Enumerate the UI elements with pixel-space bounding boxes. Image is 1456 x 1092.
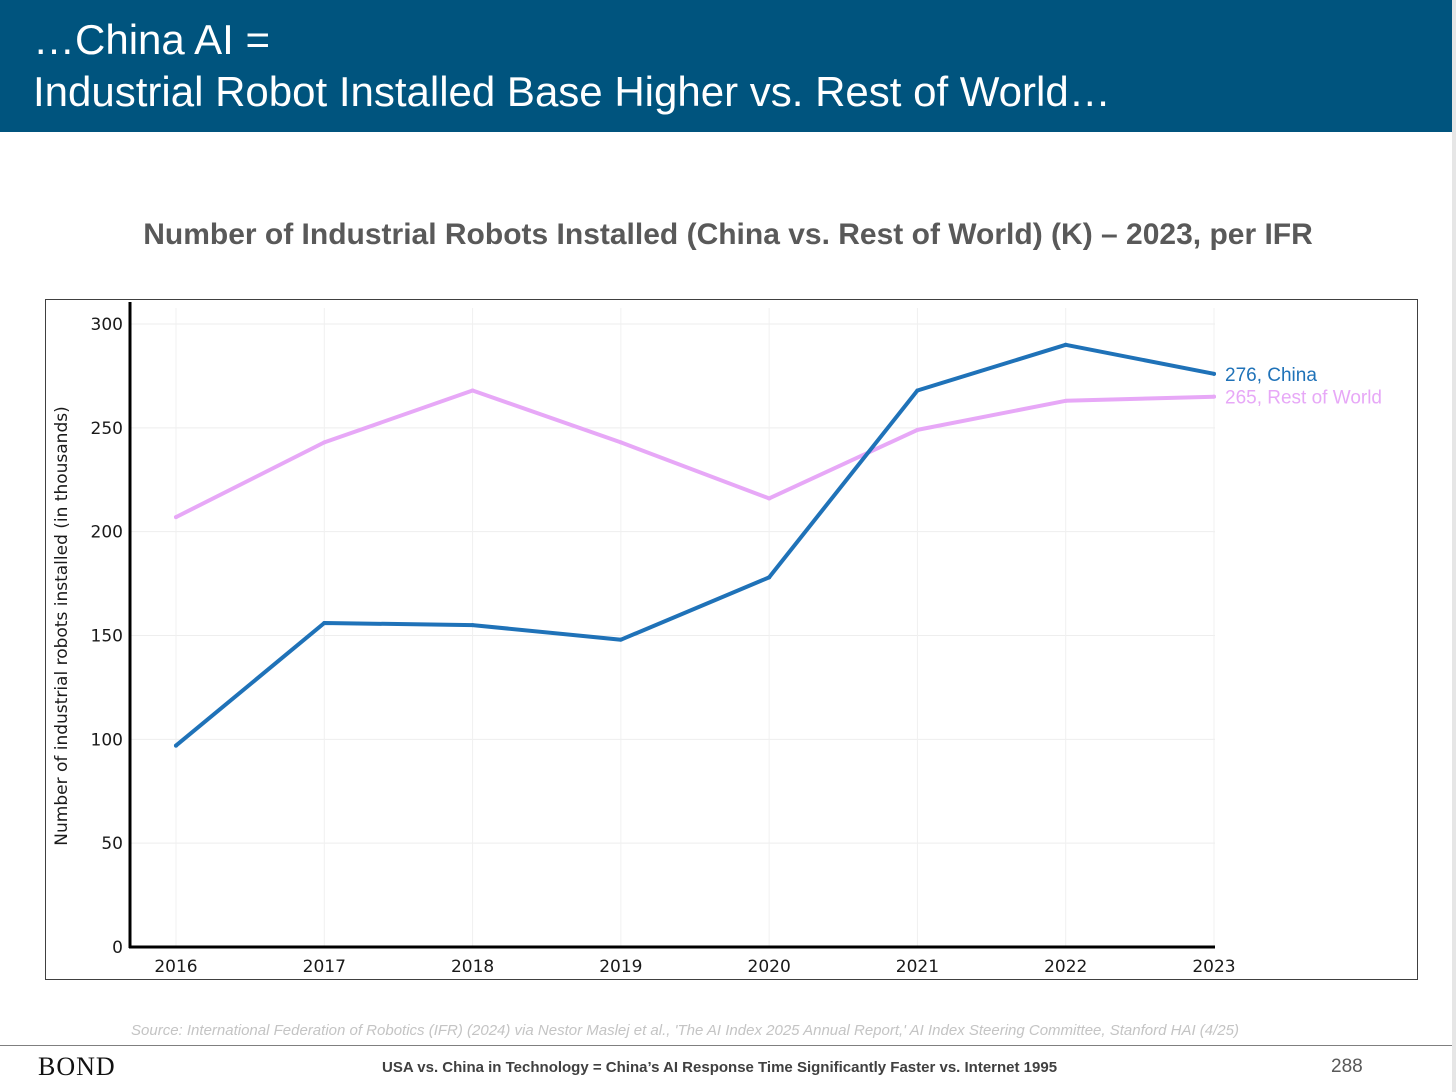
data-point-rest-of-world-2023 <box>1212 394 1216 399</box>
data-point-rest-of-world-2022 <box>1063 398 1068 403</box>
x-tick-label-2021: 2021 <box>896 957 939 977</box>
y-tick-label-300: 300 <box>91 315 123 335</box>
x-tick-label-2019: 2019 <box>599 957 642 977</box>
bond-logo: BOND <box>38 1052 116 1081</box>
data-point-china-2016 <box>174 743 178 748</box>
x-tick-label-2022: 2022 <box>1044 957 1087 977</box>
page-number: 288 <box>1331 1056 1363 1077</box>
y-tick-label-50: 50 <box>101 834 123 854</box>
data-point-rest-of-world-2016 <box>174 515 178 520</box>
x-tick-label-2018: 2018 <box>451 957 494 977</box>
data-point-rest-of-world-2021 <box>915 427 920 432</box>
footer-divider <box>0 1045 1452 1046</box>
series-line-rest-of-world <box>174 388 1216 520</box>
data-point-china-2021 <box>915 388 920 393</box>
slide-title-line-2: Industrial Robot Installed Base Higher v… <box>33 68 1111 115</box>
data-point-china-2022 <box>1063 342 1068 347</box>
y-axis-label: Number of industrial robots installed (i… <box>52 406 72 845</box>
data-point-china-2019 <box>618 637 623 642</box>
slide-header: …China AI = Industrial Robot Installed B… <box>0 0 1452 132</box>
y-tick-label-200: 200 <box>91 523 123 543</box>
x-tick-label-2023: 2023 <box>1192 957 1235 977</box>
data-point-china-2023 <box>1212 371 1216 376</box>
y-tick-label-250: 250 <box>91 419 123 439</box>
end-label-china: 276, China <box>1225 365 1317 386</box>
data-point-china-2017 <box>322 621 327 626</box>
y-tick-label-150: 150 <box>91 627 123 647</box>
end-label-rest-of-world: 265, Rest of World <box>1225 388 1382 409</box>
data-point-rest-of-world-2019 <box>618 440 623 445</box>
data-point-rest-of-world-2020 <box>767 496 772 501</box>
data-point-china-2018 <box>470 623 475 628</box>
chart-title: Number of Industrial Robots Installed (C… <box>143 218 1313 251</box>
data-point-rest-of-world-2017 <box>322 440 327 445</box>
chart-frame <box>45 299 1418 980</box>
x-tick-label-2017: 2017 <box>303 957 346 977</box>
y-tick-label-100: 100 <box>91 730 123 750</box>
slide-edge <box>1452 0 1456 1092</box>
data-point-rest-of-world-2018 <box>470 388 475 393</box>
x-tick-label-2020: 2020 <box>748 957 791 977</box>
series-line-china <box>174 342 1216 748</box>
x-tick-label-2016: 2016 <box>154 957 197 977</box>
footer-caption: USA vs. China in Technology = China’s AI… <box>382 1059 1058 1076</box>
slide-title-line-1: …China AI = <box>33 16 270 63</box>
source-note: Source: International Federation of Robo… <box>131 1022 1239 1039</box>
y-tick-label-0: 0 <box>112 938 123 958</box>
data-point-china-2020 <box>767 575 772 580</box>
